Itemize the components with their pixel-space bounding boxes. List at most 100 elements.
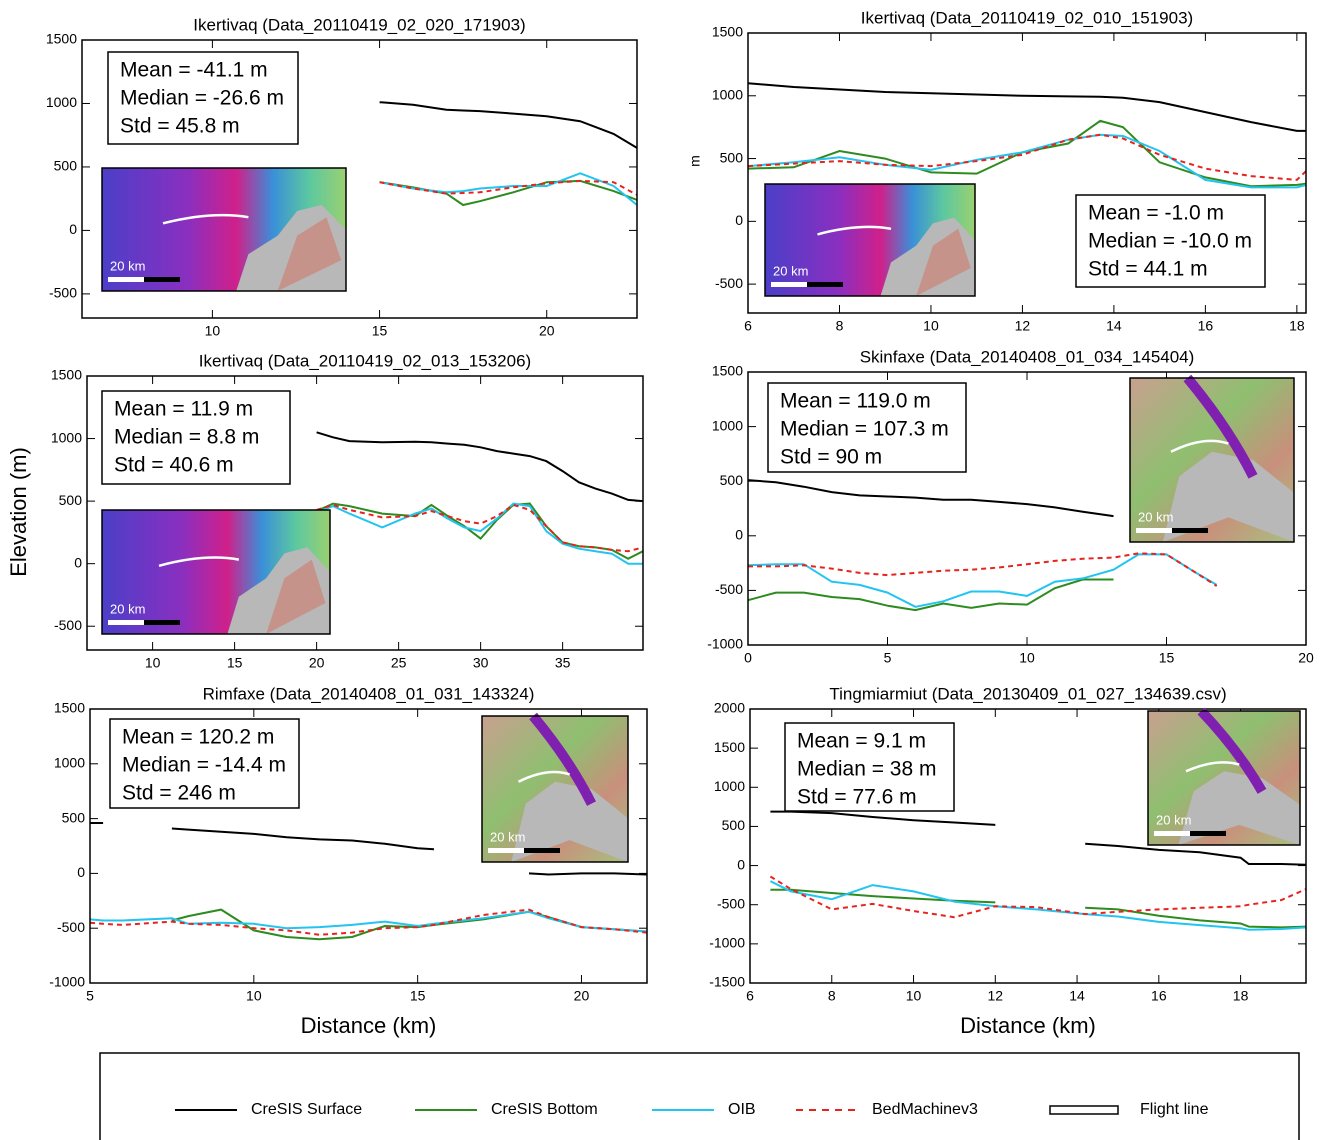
legend-label: OIB: [728, 1101, 756, 1118]
inset-map: 20 km: [102, 510, 330, 634]
y-tick-label: -500: [49, 285, 77, 301]
series-line: [317, 504, 643, 564]
y-tick-label: 500: [720, 472, 744, 488]
inset-scale-white: [1136, 528, 1172, 533]
x-tick-label: 12: [988, 988, 1004, 1004]
stats-text: Median = 107.3 m: [780, 418, 949, 441]
y-axis-label: m: [687, 155, 703, 167]
x-tick-label: 16: [1151, 988, 1167, 1004]
chart-title: Ikertivaq (Data_20110419_02_020_171903): [193, 15, 525, 34]
inset-scale-black: [807, 282, 843, 287]
legend-label: CreSIS Surface: [251, 1101, 362, 1118]
stats-text: Std = 44.1 m: [1088, 258, 1208, 281]
x-axis-label: Distance (km): [301, 1013, 437, 1038]
x-tick-label: 12: [1015, 318, 1031, 334]
inset-scale-black: [144, 277, 180, 282]
y-tick-label: 1500: [51, 367, 82, 383]
series-line: [748, 83, 1306, 131]
x-tick-label: 15: [227, 655, 243, 671]
x-tick-label: 15: [1159, 650, 1175, 666]
stats-text: Mean = 120.2 m: [122, 726, 274, 749]
series-line: [90, 910, 647, 935]
y-tick-label: 1500: [712, 363, 743, 379]
y-tick-label: -1000: [49, 974, 85, 990]
y-tick-label: 500: [54, 158, 78, 174]
series-line: [770, 877, 1306, 918]
legend-symbol: [1050, 1106, 1118, 1114]
x-tick-label: 10: [906, 988, 922, 1004]
x-tick-label: 14: [1106, 318, 1122, 334]
x-tick-label: 0: [744, 650, 752, 666]
series-line: [748, 554, 1217, 606]
inset-scale-label: 20 km: [490, 829, 525, 844]
stats-text: Mean = -1.0 m: [1088, 202, 1224, 225]
x-tick-label: 6: [746, 988, 754, 1004]
y-tick-label: 500: [722, 817, 746, 833]
x-tick-label: 6: [744, 318, 752, 334]
figure: Ikertivaq (Data_20110419_02_020_171903) -…: [0, 0, 1330, 1140]
y-tick-label: -1000: [709, 935, 745, 951]
legend-label: CreSIS Bottom: [491, 1101, 598, 1118]
y-tick-label: 1000: [712, 417, 743, 433]
x-tick-label: 30: [473, 655, 489, 671]
chart-title: Skinfaxe (Data_20140408_01_034_145404): [860, 347, 1195, 366]
inset-scale-white: [108, 620, 144, 625]
x-tick-label: 25: [391, 655, 407, 671]
y-tick-label: 1000: [714, 778, 745, 794]
y-tick-label: -1500: [709, 974, 745, 990]
inset-scale-label: 20 km: [1156, 812, 1191, 827]
inset-map: 20 km: [482, 716, 628, 862]
y-tick-label: 1500: [46, 31, 77, 47]
y-tick-label: 1500: [714, 739, 745, 755]
stats-text: Mean = 9.1 m: [797, 730, 926, 753]
inset-scale-black: [1190, 831, 1226, 836]
stats-text: Median = 38 m: [797, 758, 937, 781]
x-tick-label: 10: [246, 988, 262, 1004]
stats-text: Median = -14.4 m: [122, 754, 286, 777]
inset-scale-label: 20 km: [110, 601, 145, 616]
y-tick-label: 500: [720, 149, 744, 165]
y-tick-label: -500: [717, 895, 745, 911]
y-tick-label: 1000: [51, 429, 82, 445]
y-tick-label: 0: [737, 856, 745, 872]
y-tick-label: 1000: [712, 86, 743, 102]
x-tick-label: 15: [410, 988, 426, 1004]
x-tick-label: 20: [309, 655, 325, 671]
series-line: [380, 181, 637, 205]
y-tick-label: 0: [74, 554, 82, 570]
inset-map: 20 km: [1130, 378, 1294, 542]
stats-text: Mean = 11.9 m: [114, 398, 253, 421]
stats-text: Median = -10.0 m: [1088, 230, 1252, 253]
stats-text: Std = 77.6 m: [797, 786, 917, 809]
series-line: [317, 432, 643, 501]
y-tick-label: 2000: [714, 700, 745, 716]
series-line: [748, 580, 1114, 611]
stats-text: Median = 8.8 m: [114, 426, 259, 449]
x-tick-label: 10: [205, 323, 221, 339]
legend-label: Flight line: [1140, 1101, 1209, 1118]
stats-text: Std = 40.6 m: [114, 454, 234, 477]
inset-map: 20 km: [1148, 711, 1300, 845]
chart-title: Tingmiarmiut (Data_20130409_01_027_13463…: [829, 684, 1226, 703]
x-tick-label: 10: [145, 655, 161, 671]
inset-scale-white: [1154, 831, 1190, 836]
series-line: [748, 553, 1217, 586]
y-tick-label: -500: [57, 919, 85, 935]
y-tick-label: 1500: [54, 700, 85, 716]
y-tick-label: -500: [715, 275, 743, 291]
series-line: [317, 505, 643, 551]
stats-text: Std = 90 m: [780, 446, 882, 469]
inset-scale-label: 20 km: [110, 258, 145, 273]
legend-box: [100, 1053, 1299, 1140]
x-tick-label: 14: [1069, 988, 1085, 1004]
x-tick-label: 18: [1289, 318, 1305, 334]
y-tick-label: -500: [715, 581, 743, 597]
y-axis-label: Elevation (m): [6, 447, 31, 577]
x-tick-label: 20: [1298, 650, 1314, 666]
x-tick-label: 8: [828, 988, 836, 1004]
y-tick-label: -500: [54, 617, 82, 633]
inset-scale-label: 20 km: [773, 263, 808, 278]
y-tick-label: 1000: [54, 755, 85, 771]
inset-scale-white: [488, 848, 524, 853]
chart-title: Rimfaxe (Data_20140408_01_031_143324): [203, 684, 535, 703]
